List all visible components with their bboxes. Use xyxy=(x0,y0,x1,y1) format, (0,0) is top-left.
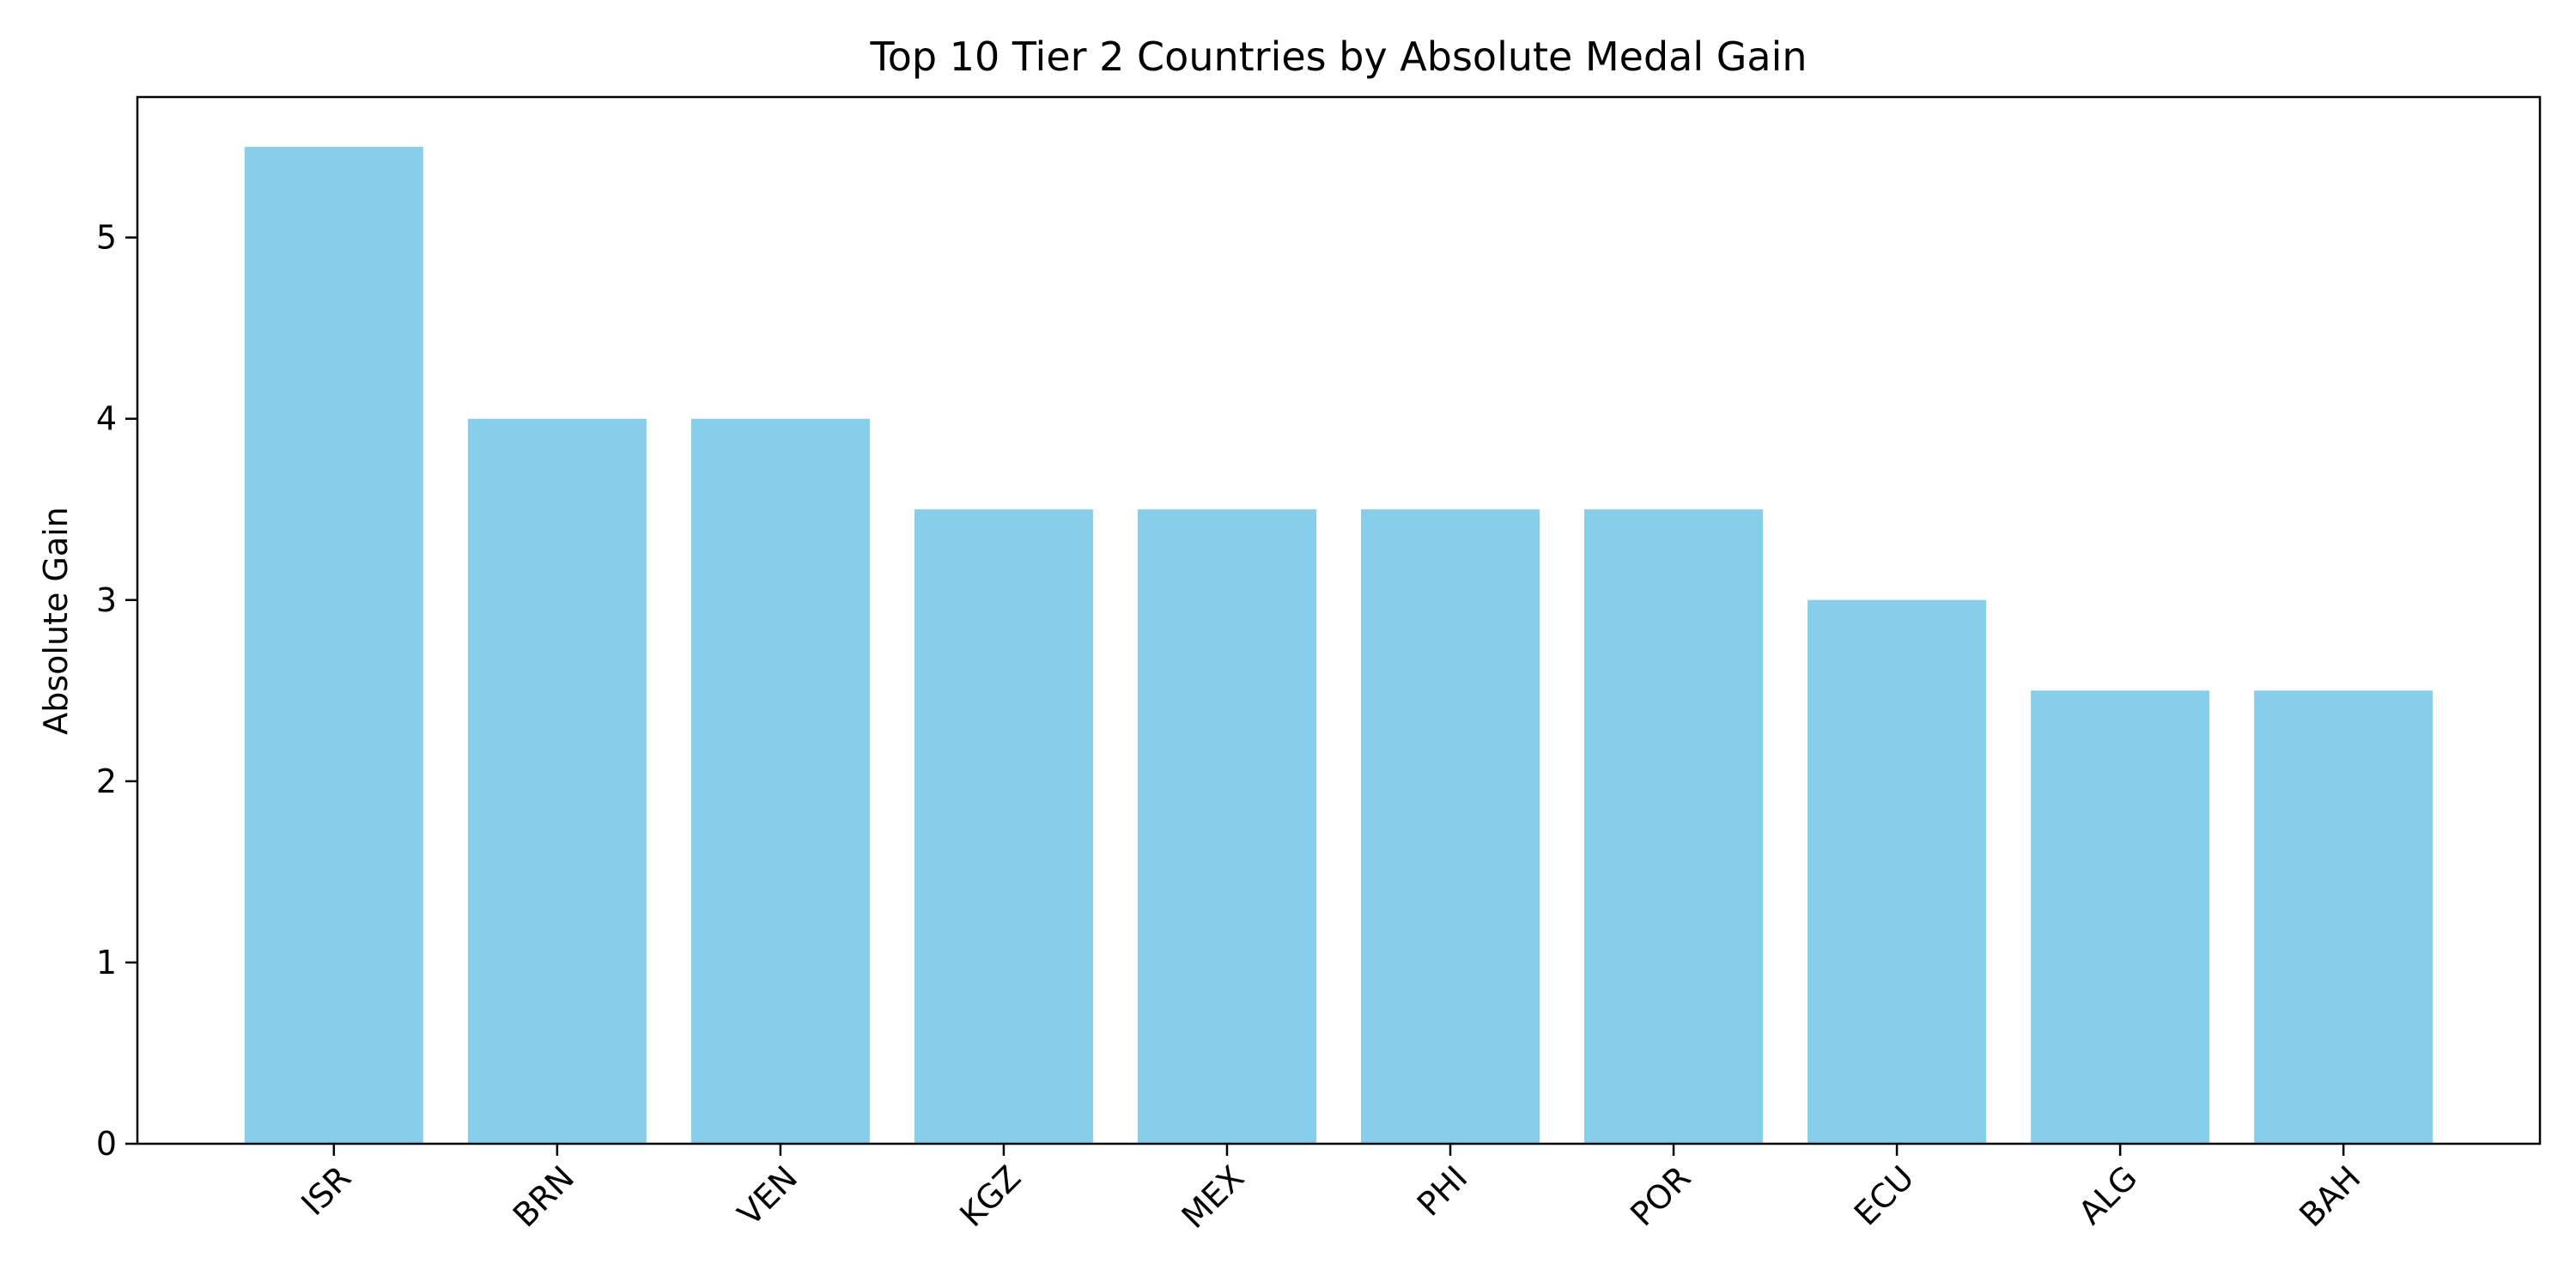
plot-area-frame xyxy=(136,95,2542,1145)
y-tick-label: 5 xyxy=(96,219,117,257)
bar-ven xyxy=(690,418,870,1144)
x-tick-label: ECU xyxy=(1847,1158,1922,1233)
x-tick-label: ALG xyxy=(2071,1158,2144,1231)
x-tick-label: ISR xyxy=(294,1158,358,1223)
x-tick-label: PHI xyxy=(1410,1158,1474,1223)
bar-bah xyxy=(2254,690,2433,1144)
y-axis-ticks: 0 1 2 3 4 5 xyxy=(96,219,137,1163)
y-tick-label: 4 xyxy=(96,400,117,438)
bar-alg xyxy=(2031,690,2210,1144)
bar-kgz xyxy=(914,509,1093,1144)
x-tick-label: BAH xyxy=(2292,1158,2367,1234)
x-tick-label: VEN xyxy=(731,1158,805,1233)
y-tick-label: 0 xyxy=(96,1125,117,1163)
x-tick-label: POR xyxy=(1623,1158,1698,1233)
bar-phi xyxy=(1361,509,1540,1144)
y-tick-label: 1 xyxy=(96,944,117,981)
bar-por xyxy=(1584,509,1764,1144)
x-axis-ticks: ISR BRN VEN KGZ MEX PHI POR ECU ALG BAH xyxy=(294,1144,2368,1236)
bars-layer xyxy=(244,147,2433,1145)
x-tick-label: MEX xyxy=(1175,1158,1252,1236)
bar-mex xyxy=(1137,509,1316,1144)
chart-title: Top 10 Tier 2 Countries by Absolute Meda… xyxy=(869,33,1807,80)
y-tick-label: 3 xyxy=(96,581,117,619)
x-tick-label: KGZ xyxy=(952,1158,1028,1234)
bar-isr xyxy=(244,147,423,1145)
y-tick-label: 2 xyxy=(96,762,117,800)
bar-brn xyxy=(467,418,647,1144)
y-axis-label: Absolute Gain xyxy=(37,507,75,735)
bar-ecu xyxy=(1807,599,1987,1144)
x-tick-label: BRN xyxy=(506,1158,581,1234)
